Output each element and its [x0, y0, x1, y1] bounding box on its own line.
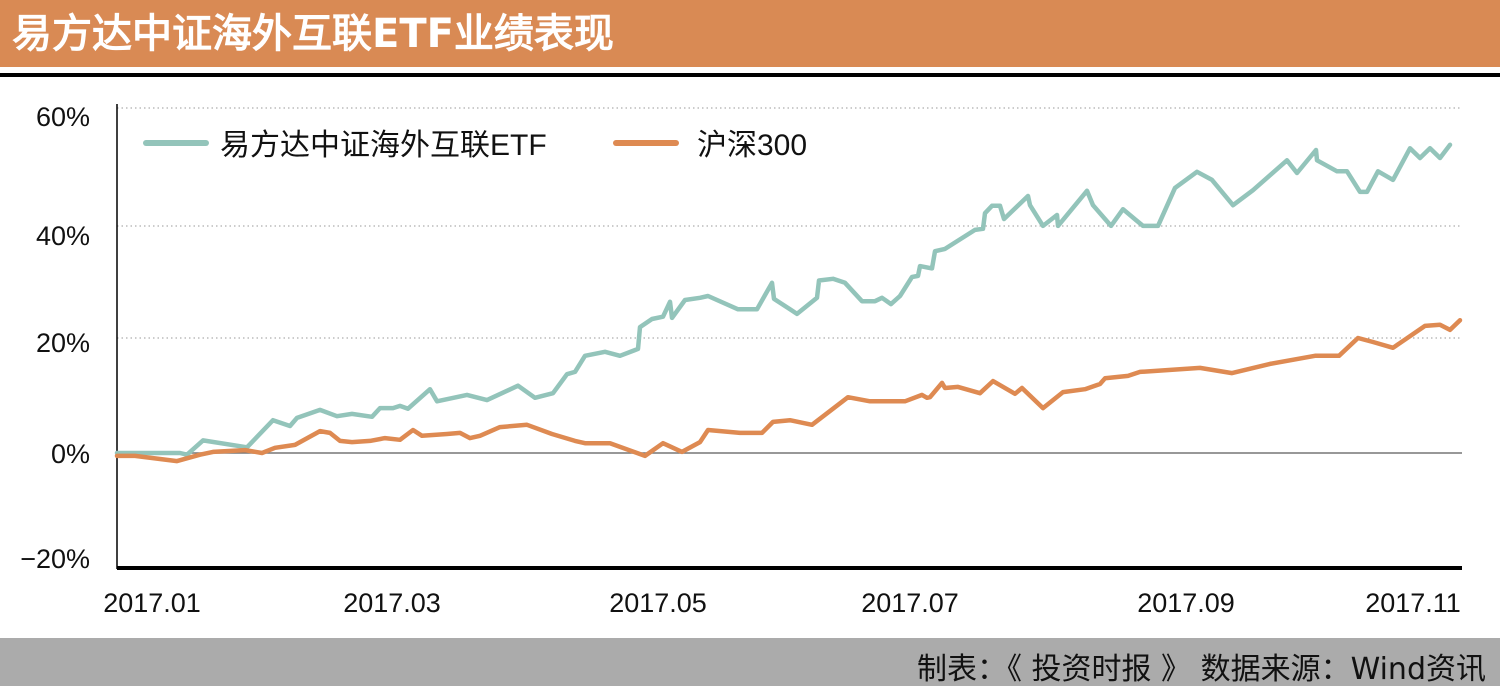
- y-axis: 60% 40% 20% 0% −20%: [20, 102, 118, 574]
- y-tick-label: 40%: [36, 221, 90, 251]
- footer-bar: 制表：《 投资时报 》 数据来源：Wind资讯: [0, 638, 1500, 687]
- x-tick-label: 2017.03: [343, 588, 441, 618]
- x-tick-label: 2017.07: [861, 588, 959, 618]
- title-banner: 易方达中证海外互联ETF业绩表现: [0, 0, 1500, 67]
- legend: 易方达中证海外互联ETF 沪深300: [143, 129, 807, 162]
- hs300-series-line: [114, 317, 1463, 464]
- x-tick-label: 2017.09: [1137, 588, 1235, 618]
- etf-series-line: [114, 142, 1453, 457]
- legend-label-etf: 易方达中证海外互联ETF: [220, 129, 547, 162]
- series-lines: [114, 142, 1463, 464]
- chart-title: 易方达中证海外互联ETF业绩表现: [12, 11, 614, 57]
- y-tick-label: 20%: [36, 328, 90, 358]
- y-tick-label: 0%: [51, 439, 90, 469]
- x-axis: 2017.01 2017.03 2017.05 2017.07 2017.09 2017.…: [103, 566, 1462, 618]
- gridlines: [117, 107, 1462, 454]
- line-chart: 60%40%20%0%−20% 2017.01 2017.03 2017.05 201…: [20, 102, 1463, 618]
- x-tick-label: 2017.01: [103, 588, 201, 618]
- x-tick-label: 2017.05: [609, 588, 707, 618]
- y-tick-label: 60%: [36, 102, 90, 132]
- source-credit: 制表：《 投资时报 》 数据来源：Wind资讯: [916, 652, 1486, 687]
- x-tick-label: 2017.11: [1365, 588, 1461, 618]
- y-tick-label: −20%: [20, 544, 90, 574]
- legend-label-hs300: 沪深300: [697, 129, 807, 162]
- title-rule: [0, 73, 1500, 77]
